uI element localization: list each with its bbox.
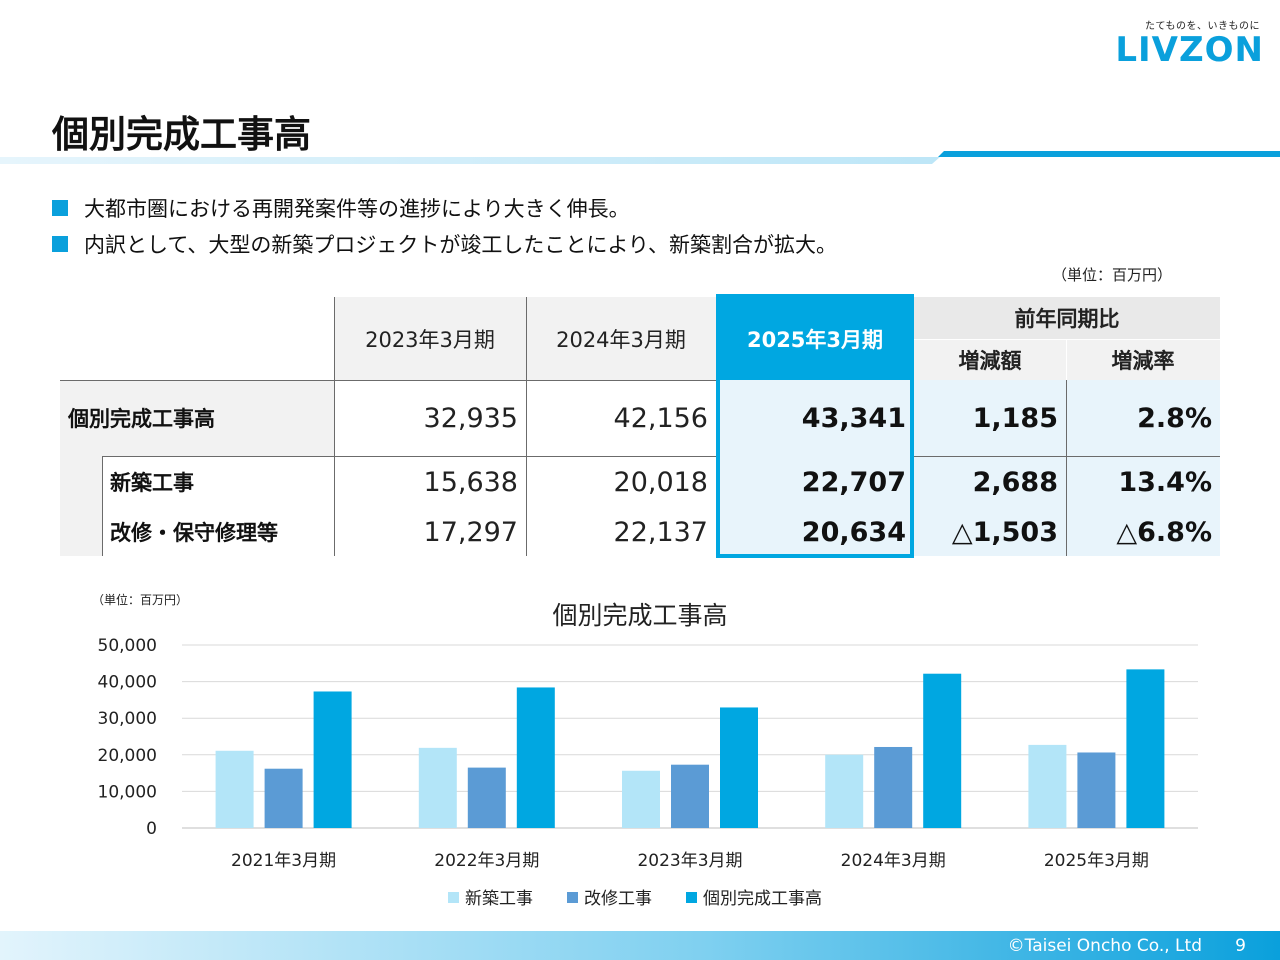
y-tick-label: 30,000	[98, 709, 157, 729]
bar	[516, 687, 555, 828]
y-tick-label: 50,000	[98, 636, 157, 656]
y-tick-label: 10,000	[98, 782, 157, 802]
table-unit-label: （単位：百万円）	[1052, 266, 1173, 284]
page-title: 個別完成工事高	[52, 113, 311, 156]
y-tick-label: 0	[146, 819, 157, 839]
logo-tagline: たてものを、いきものに	[1145, 21, 1260, 32]
table-cell-highlight: 22,707	[716, 456, 914, 508]
table-divider	[914, 339, 1220, 340]
row-label-new: 新築工事	[110, 471, 194, 495]
x-tick-label: 2025年3月期	[1044, 851, 1149, 871]
bar	[1077, 752, 1116, 828]
table-divider	[334, 297, 335, 556]
company-logo: LIVZON	[1115, 30, 1264, 70]
table-divider	[102, 456, 103, 556]
bar-chart: 0 10,000 20,000 30,000 40,000 50,000 2021年3月期 2…	[98, 636, 1198, 909]
row-label-total: 個別完成工事高	[60, 380, 334, 456]
table-cell: 20,018	[613, 466, 708, 498]
table-cell-rate: 2.8%	[1066, 380, 1220, 456]
table-divider	[1066, 339, 1067, 556]
col-header-2024: 2024年3月期	[556, 327, 686, 352]
bar	[720, 707, 758, 828]
bar	[264, 768, 303, 828]
table-cell-highlight: 20,634	[716, 508, 914, 556]
legend-swatch	[448, 892, 459, 903]
copyright-text: ©Taisei Oncho Co., Ltd	[1007, 936, 1202, 956]
bullet-text: 大都市圏における再開発案件等の進捗により大きく伸長。	[84, 197, 630, 221]
legend-label: 新築工事	[465, 889, 533, 909]
bar	[313, 691, 352, 828]
table-cell-diff: 2,688	[914, 456, 1066, 508]
page-number: 9	[1235, 936, 1246, 956]
table-divider	[60, 380, 716, 381]
table-cell-diff: △1,503	[914, 508, 1066, 556]
bullet-item: 大都市圏における再開発案件等の進捗により大きく伸長。	[52, 190, 837, 226]
bar	[1126, 669, 1165, 828]
x-tick-label: 2022年3月期	[434, 851, 539, 871]
bar	[622, 770, 660, 828]
bar	[1028, 744, 1067, 828]
legend-swatch	[567, 892, 578, 903]
table-divider	[914, 456, 1220, 457]
bar	[923, 673, 962, 828]
legend-label: 個別完成工事高	[703, 889, 822, 909]
bar	[874, 746, 913, 828]
row-label-renovation: 改修・保守修理等	[110, 521, 278, 545]
bullet-item: 内訳として、大型の新築プロジェクトが竣工したことにより、新築割合が拡大。	[52, 226, 837, 262]
table-divider	[526, 297, 527, 556]
results-table: 2023年3月期 2024年3月期 2025年3月期 前年同期比 増減額 増減率…	[60, 294, 1220, 558]
bar	[467, 767, 506, 828]
legend-label: 改修工事	[584, 889, 652, 909]
table-cell: 22,137	[613, 516, 708, 548]
title-underline-bar	[0, 151, 1280, 164]
x-tick-label: 2024年3月期	[841, 851, 946, 871]
table-header-bg	[334, 297, 716, 380]
footer-bar	[0, 931, 1280, 960]
bar	[418, 747, 457, 828]
yoy-header: 前年同期比	[914, 297, 1220, 339]
table-divider	[1066, 339, 1067, 380]
chart-title: 個別完成工事高	[552, 601, 728, 630]
col-header-2025: 2025年3月期	[716, 297, 914, 380]
table-cell-rate: 13.4%	[1066, 456, 1220, 508]
legend-swatch	[686, 892, 697, 903]
y-tick-label: 20,000	[98, 746, 157, 766]
chart-unit-label: （単位：百万円）	[92, 593, 189, 607]
table-cell: 17,297	[423, 516, 518, 548]
table-cell-diff: 1,185	[914, 380, 1066, 456]
bar	[825, 754, 864, 828]
summary-bullets: 大都市圏における再開発案件等の進捗により大きく伸長。 内訳として、大型の新築プロ…	[52, 190, 837, 262]
table-cell: 42,156	[613, 402, 708, 434]
bullet-square-icon	[52, 236, 68, 252]
table-divider	[102, 456, 716, 457]
col-header-2023: 2023年3月期	[365, 327, 495, 352]
bar	[215, 750, 254, 828]
x-tick-label: 2021年3月期	[231, 851, 336, 871]
bullet-text: 内訳として、大型の新築プロジェクトが竣工したことにより、新築割合が拡大。	[84, 233, 838, 257]
x-tick-label: 2023年3月期	[637, 851, 742, 871]
table-cell: 15,638	[423, 466, 518, 498]
bar	[671, 764, 709, 828]
table-cell: 32,935	[423, 402, 518, 434]
highlight-frame	[716, 294, 914, 558]
yoy-rate-header: 増減率	[1066, 339, 1220, 380]
table-cell-rate: △6.8%	[1066, 508, 1220, 556]
yoy-diff-header: 増減額	[914, 339, 1066, 380]
y-tick-label: 40,000	[98, 673, 157, 693]
indent-block	[60, 456, 102, 556]
table-cell-highlight: 43,341	[716, 380, 914, 456]
bullet-square-icon	[52, 200, 68, 216]
